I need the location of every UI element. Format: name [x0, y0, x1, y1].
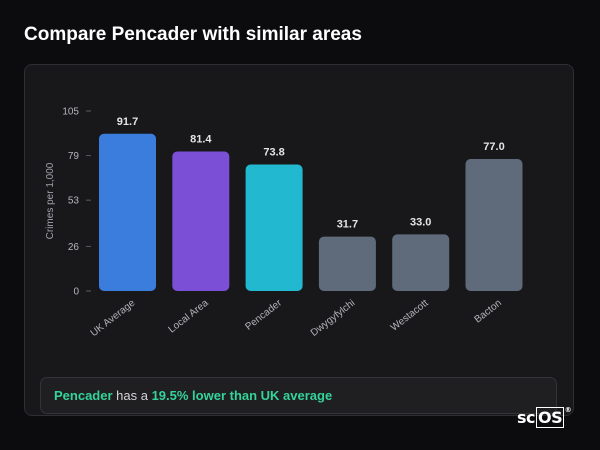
bar-value-label: 91.7 [117, 116, 138, 128]
brand-logo: sc OS ® [517, 406, 572, 428]
x-tick-label: Dwygyfylchi [309, 298, 357, 339]
x-tick-label: UK Average [89, 297, 138, 339]
x-axis-labels: UK Average Local Area Pencader Dwygyfylchi W… [89, 297, 504, 339]
bar[interactable] [99, 133, 156, 291]
y-tick-label: 105 [62, 107, 79, 118]
bar-value-label: 33.0 [410, 216, 431, 228]
bar-value-label: 81.4 [190, 133, 212, 145]
x-tick-label: Westacott [389, 298, 431, 334]
bar[interactable] [172, 151, 230, 291]
bar-value-label: 31.7 [337, 219, 358, 231]
x-tick-label: Pencader [243, 297, 284, 332]
bar[interactable] [318, 236, 376, 291]
x-tick-label: Local Area [167, 297, 211, 335]
bars [99, 133, 523, 291]
bar-value-label: 77.0 [483, 141, 504, 153]
bar-value-label: 73.8 [263, 146, 284, 158]
y-axis-title: Crimes per 1,000 [45, 162, 56, 239]
bar[interactable] [465, 159, 523, 291]
brand-mark: ® [564, 406, 572, 414]
summary-text: has a [112, 388, 152, 403]
x-tick-label: Bacton [473, 298, 504, 326]
y-tick-label: 26 [68, 242, 80, 253]
page-title: Compare Pencader with similar areas [24, 24, 362, 45]
summary-area-name: Pencader [54, 388, 113, 403]
y-tick-label: 0 [73, 287, 79, 298]
y-axis: 0 26 53 79 105 [62, 107, 91, 298]
y-tick-label: 53 [68, 196, 80, 207]
brand-boxed: OS [536, 407, 565, 428]
brand-prefix: sc [517, 408, 536, 427]
summary-highlight: 19.5% lower than UK average [151, 388, 333, 403]
y-tick-label: 79 [68, 151, 80, 162]
value-labels: 91.7 81.4 73.8 31.7 33.0 77.0 [117, 116, 505, 231]
comparison-summary: Pencader has a 19.5% lower than UK avera… [40, 377, 557, 414]
bar[interactable] [245, 164, 303, 291]
bar[interactable] [392, 234, 450, 291]
